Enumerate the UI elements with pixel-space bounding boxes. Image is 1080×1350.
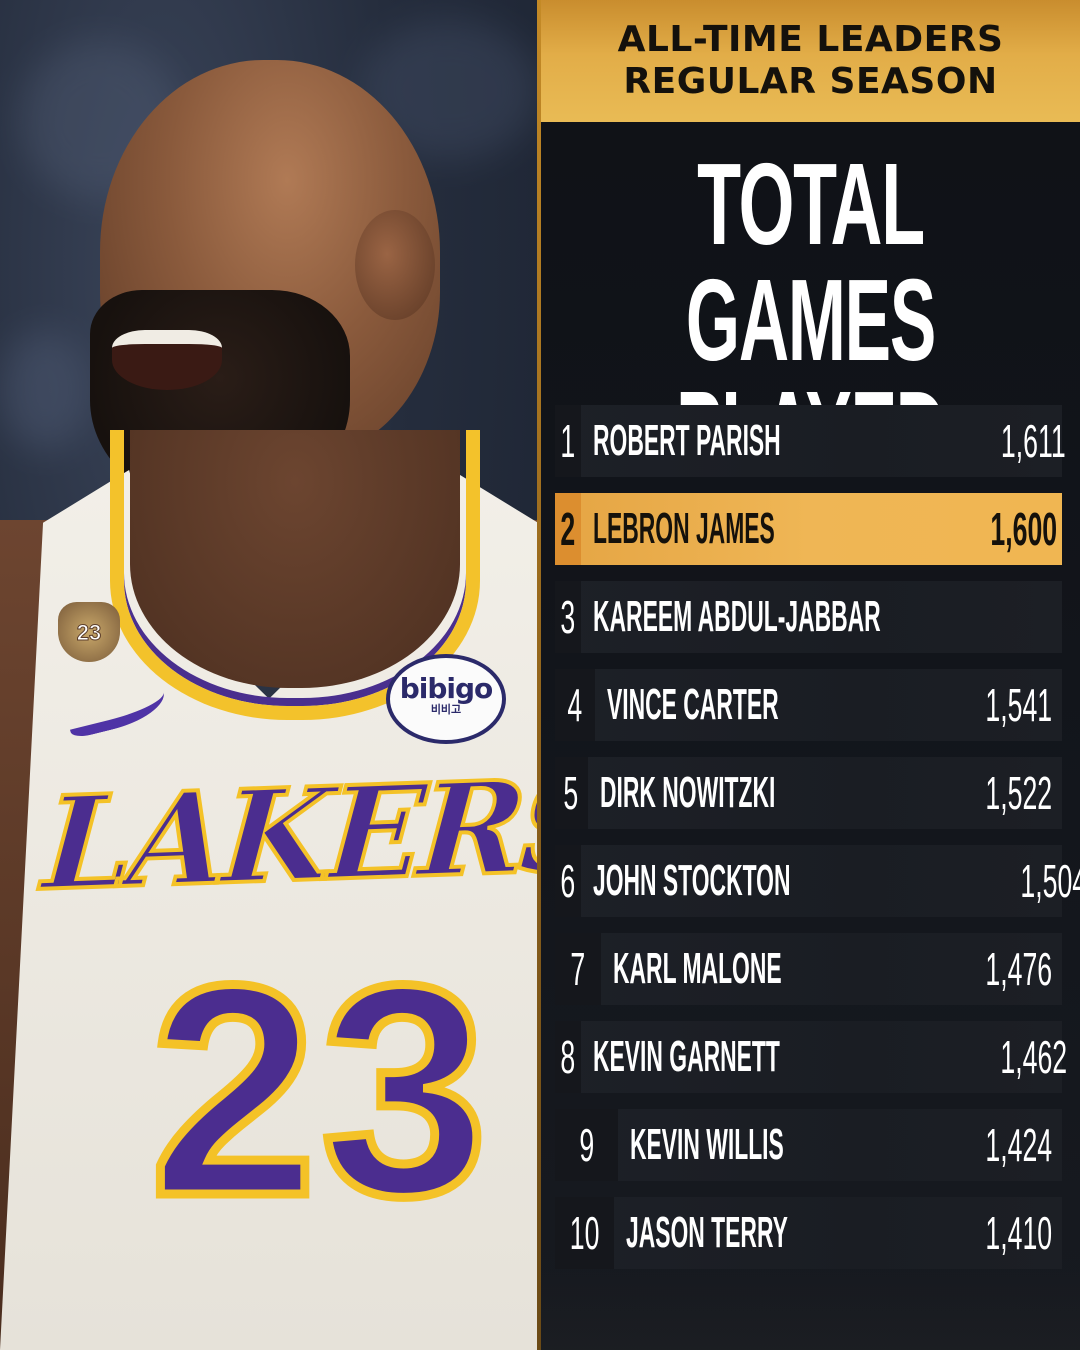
rank-number: 9 <box>579 1119 594 1171</box>
leader-row: 4 VINCE CARTER 1,541 <box>555 669 1062 741</box>
player-name-cell: KAREEM ABDUL-JABBAR <box>581 592 1080 642</box>
games-value: 1,600 <box>990 503 1058 555</box>
rank-number: 7 <box>570 943 586 995</box>
games-value-cell: 1,424 <box>937 1118 1062 1172</box>
sponsor-patch: bibigo 비비고 <box>386 654 506 744</box>
patch-text: 23 <box>76 620 102 646</box>
games-value-cell: 1,600 <box>942 502 1067 556</box>
rank-cell: 10 <box>555 1197 614 1269</box>
rank-cell: 2 <box>555 493 581 565</box>
player-name-cell: JOHN STOCKTON <box>581 856 973 906</box>
games-value-cell: 1,522 <box>937 766 1062 820</box>
leader-row: 7 KARL MALONE 1,476 <box>555 933 1062 1005</box>
player-name: JASON TERRY <box>625 1208 788 1257</box>
player-name: KEVIN GARNETT <box>592 1032 780 1081</box>
player-name: KAREEM ABDUL-JABBAR <box>592 592 881 641</box>
bottom-fade <box>541 1270 1080 1350</box>
rank-number: 10 <box>569 1207 600 1259</box>
rank-cell: 1 <box>555 405 581 477</box>
header-line-1: ALL-TIME LEADERS <box>617 19 1004 60</box>
gold-divider <box>537 0 541 1350</box>
leader-row: 5 DIRK NOWITZKI 1,522 <box>555 757 1062 829</box>
player-name-cell: LEBRON JAMES <box>581 504 943 554</box>
player-name-cell: KEVIN GARNETT <box>581 1032 952 1082</box>
games-value: 1,541 <box>985 679 1052 731</box>
player-name-cell: DIRK NOWITZKI <box>588 768 937 818</box>
rank-number: 8 <box>560 1031 576 1083</box>
jersey-team-wordmark: LAKERS <box>37 748 538 921</box>
player-name-cell: KARL MALONE <box>601 944 937 994</box>
sponsor-subtext: 비비고 <box>430 703 462 716</box>
player-photo: 23 bibigo 비비고 LAKERS 23 <box>0 0 538 1350</box>
player-name-cell: ROBERT PARISH <box>581 416 954 466</box>
games-value: 1,424 <box>985 1119 1052 1171</box>
player-name: DIRK NOWITZKI <box>599 768 775 817</box>
games-value: 1,522 <box>985 767 1052 819</box>
player-name: KEVIN WILLIS <box>630 1120 784 1169</box>
rank-cell: 8 <box>555 1021 581 1093</box>
player-name-cell: VINCE CARTER <box>595 680 937 730</box>
leader-row: 1 ROBERT PARISH 1,611 <box>555 405 1065 477</box>
leader-row: 9 KEVIN WILLIS 1,424 <box>555 1109 1062 1181</box>
rank-number: 1 <box>560 415 576 467</box>
leader-row: 8 KEVIN GARNETT 1,462 <box>555 1021 1067 1093</box>
player-name: VINCE CARTER <box>606 680 779 729</box>
rank-number: 5 <box>563 767 579 819</box>
games-value-cell: 1,504 <box>972 854 1080 908</box>
jersey-number: 23 <box>146 922 493 1258</box>
rank-cell: 6 <box>555 845 581 917</box>
player-name: ROBERT PARISH <box>592 416 781 465</box>
player-name: LEBRON JAMES <box>592 504 775 553</box>
rank-number: 3 <box>560 591 576 643</box>
leader-row: 3 KAREEM ABDUL-JABBAR 1,560 <box>555 581 1062 653</box>
player-ear <box>355 210 435 320</box>
rank-number: 6 <box>560 855 576 907</box>
rank-cell: 9 <box>555 1109 618 1181</box>
title-line-1: TOTAL <box>697 139 925 269</box>
games-value-cell: 1,541 <box>937 678 1062 732</box>
leader-row-highlighted: 2 LEBRON JAMES 1,600 <box>555 493 1062 565</box>
anniversary-patch-icon: 23 <box>58 602 120 662</box>
games-value: 1,611 <box>1000 415 1066 467</box>
header-line-2: REGULAR SEASON <box>623 61 998 102</box>
player-name: JOHN STOCKTON <box>592 856 791 905</box>
games-value-cell: 1,611 <box>954 414 1076 468</box>
rank-cell: 5 <box>555 757 588 829</box>
player-smile <box>112 330 222 390</box>
games-value: 1,462 <box>1000 1031 1068 1083</box>
rank-cell: 4 <box>555 669 595 741</box>
games-value-cell: 1,476 <box>937 942 1062 996</box>
leader-row: 6 JOHN STOCKTON 1,504 <box>555 845 1080 917</box>
player-name: KARL MALONE <box>612 944 782 993</box>
leader-row: 10 JASON TERRY 1,410 <box>555 1197 1062 1269</box>
background-bokeh <box>0 330 90 450</box>
rank-number: 2 <box>560 503 576 555</box>
games-value: 1,476 <box>985 943 1052 995</box>
rank-number: 4 <box>567 679 583 731</box>
games-value-cell: 1,462 <box>952 1030 1077 1084</box>
sponsor-text: bibigo <box>399 672 494 705</box>
games-value-cell: 1,410 <box>937 1206 1062 1260</box>
leaders-list: 1 ROBERT PARISH 1,611 2 LEBRON JAMES 1,6… <box>555 405 1080 1285</box>
games-value: 1,504 <box>1020 855 1080 907</box>
rank-cell: 7 <box>555 933 601 1005</box>
player-name-cell: KEVIN WILLIS <box>618 1120 937 1170</box>
games-value: 1,410 <box>985 1207 1052 1259</box>
header-banner: ALL-TIME LEADERS REGULAR SEASON <box>541 0 1080 122</box>
player-name-cell: JASON TERRY <box>614 1208 937 1258</box>
rank-cell: 3 <box>555 581 581 653</box>
leaderboard-panel: ALL-TIME LEADERS REGULAR SEASON TOTAL GA… <box>541 0 1080 1350</box>
